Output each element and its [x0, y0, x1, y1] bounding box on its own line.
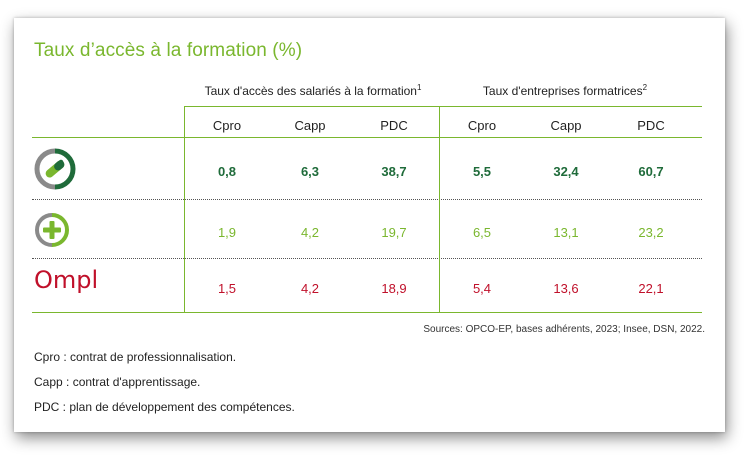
table-cell: 38,7: [381, 164, 407, 179]
footnote-pdc: PDC : plan de développement des compéten…: [34, 400, 295, 414]
column-header-capp: Capp: [550, 118, 582, 133]
source-note: Sources: OPCO-EP, bases adhérents, 2023;…: [423, 324, 705, 335]
group-underline-2: [439, 106, 702, 107]
table-cell: 13,6: [553, 281, 579, 296]
column-header-cpro: Cpro: [467, 118, 497, 133]
column-header-cpro: Cpro: [212, 118, 242, 133]
table-cell: 22,1: [638, 281, 664, 296]
column-header-pdc: PDC: [637, 118, 665, 133]
header-rule: [32, 137, 702, 138]
group-header-training-companies: Taux d'entreprises formatrices2: [482, 83, 648, 98]
group-header-access-rate: Taux d'accès des salariés à la formation…: [204, 83, 422, 98]
table-cell: 60,7: [638, 164, 664, 179]
vertical-rule-left: [184, 106, 185, 312]
row-separator-2: [32, 258, 702, 259]
table-bottom-rule: [32, 312, 702, 313]
table-cell: 6,3: [300, 164, 320, 179]
ompl-logo-text: Ompl: [34, 266, 98, 294]
figure-title: Taux d’accès à la formation (%): [34, 40, 303, 61]
table-cell: 0,8: [217, 164, 237, 179]
table-cell: 19,7: [381, 225, 407, 240]
table-cell: 13,1: [553, 225, 579, 240]
ompl-logo: Ompl: [34, 266, 114, 305]
vertical-rule-middle: [439, 106, 440, 312]
table-cell: 6,5: [472, 225, 492, 240]
group-underline-1: [184, 106, 439, 107]
table-cell: 5,5: [472, 164, 492, 179]
footnote-cpro: Cpro : contrat de professionnalisation.: [34, 350, 237, 364]
column-header-pdc: PDC: [380, 118, 408, 133]
table-cell: 23,2: [638, 225, 664, 240]
table-cell: 32,4: [553, 164, 579, 179]
table-cell: 1,5: [217, 281, 237, 296]
plus-circle-icon: [34, 212, 70, 253]
figure-card: Taux d’accès à la formation (%) Taux d'a…: [14, 18, 725, 432]
footnote-capp: Capp : contrat d'apprentissage.: [34, 375, 201, 389]
table-cell: 5,4: [472, 281, 492, 296]
table-cell: 1,9: [217, 225, 237, 240]
table-cell: 4,2: [300, 281, 320, 296]
table-cell: 4,2: [300, 225, 320, 240]
opco-ep-capsule-icon: [34, 148, 76, 195]
table-cell: 18,9: [381, 281, 407, 296]
row-separator-1: [32, 199, 702, 200]
column-header-capp: Capp: [294, 118, 326, 133]
